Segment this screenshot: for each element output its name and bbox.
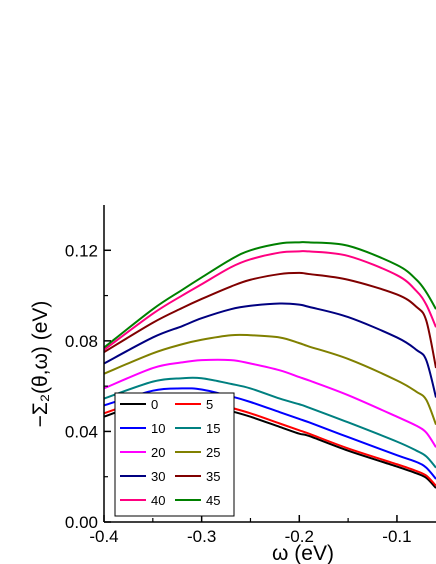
series-line-15 — [104, 376, 436, 469]
y-tick-label: 0.04 — [65, 422, 98, 441]
x-tick-label: -0.3 — [187, 527, 216, 546]
series-line-20 — [104, 358, 436, 448]
legend-label-30: 30 — [151, 469, 165, 484]
legend: 0 5 10 15 20 25 30 35 40 45 — [114, 392, 235, 517]
series-line-45 — [104, 241, 436, 349]
legend-label-20: 20 — [151, 445, 165, 460]
legend-label-15: 15 — [206, 421, 220, 436]
legend-box — [114, 392, 235, 517]
legend-label-25: 25 — [206, 445, 220, 460]
series-line-40 — [104, 250, 436, 351]
x-tick-label: -0.4 — [89, 527, 118, 546]
y-tick-label: 0.12 — [65, 241, 98, 260]
y-axis-label: −Σ₂(θ,ω) (eV) — [29, 301, 52, 428]
series-line-10 — [104, 387, 436, 480]
ticks-layer: -0.4 -0.3 -0.2 -0.1 0.00 0.04 0.08 0.12 — [65, 241, 412, 546]
x-tick-label: -0.1 — [382, 527, 411, 546]
legend-label-0: 0 — [151, 397, 158, 412]
legend-label-45: 45 — [206, 493, 220, 508]
legend-label-5: 5 — [206, 397, 213, 412]
legend-label-10: 10 — [151, 421, 165, 436]
legend-label-40: 40 — [151, 493, 165, 508]
x-tick-label: -0.2 — [285, 527, 314, 546]
y-tick-label: 0.08 — [65, 332, 98, 351]
y-tick-label: 0.00 — [65, 513, 98, 532]
x-axis-label: ω (eV) — [272, 542, 334, 564]
series-line-25 — [104, 333, 436, 426]
legend-label-35: 35 — [206, 469, 220, 484]
series-line-35 — [104, 271, 436, 369]
series-line-30 — [104, 302, 436, 398]
